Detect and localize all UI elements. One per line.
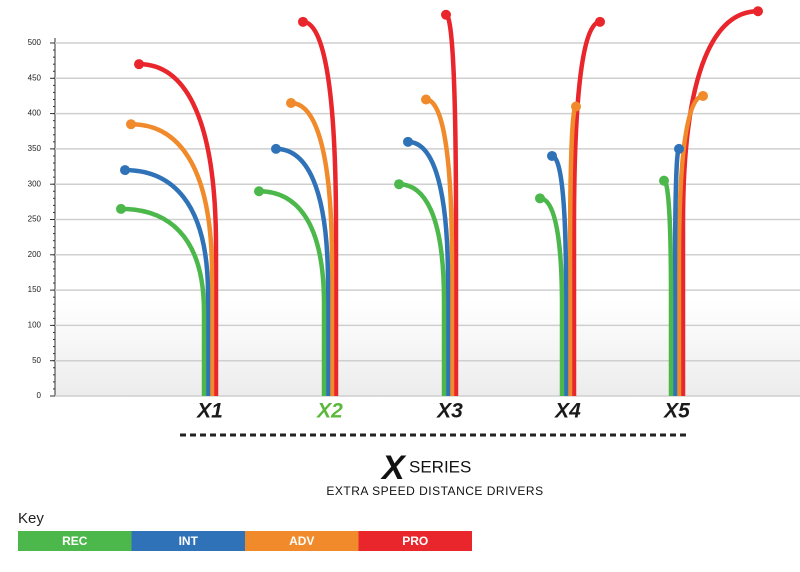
legend-label: REC xyxy=(62,534,88,548)
y-tick-label: 150 xyxy=(28,285,42,294)
end-dot xyxy=(571,101,581,112)
legend-swatch xyxy=(18,531,132,551)
y-tick-label: 400 xyxy=(28,109,42,118)
flight-path xyxy=(398,181,447,396)
end-dot xyxy=(535,193,545,204)
flight-path xyxy=(120,206,207,396)
x-tick-label: X2 xyxy=(316,400,343,423)
flight-path xyxy=(425,97,455,396)
flight-path xyxy=(130,121,215,396)
legend-label: PRO xyxy=(402,534,428,548)
end-dot xyxy=(421,94,431,105)
end-dot xyxy=(286,98,296,109)
x-tick-label: X3 xyxy=(436,400,463,423)
flight-path xyxy=(275,146,331,396)
legend-swatch xyxy=(245,531,359,551)
y-tick-label: 0 xyxy=(37,391,42,400)
flight-path xyxy=(571,19,601,396)
end-dot xyxy=(126,119,136,130)
flight-path xyxy=(680,8,759,396)
legend-swatch xyxy=(131,531,245,551)
flight-path xyxy=(138,61,219,396)
legend-label: ADV xyxy=(289,534,314,548)
x-tick-label: X5 xyxy=(663,400,690,423)
end-dot xyxy=(134,59,144,70)
end-dot xyxy=(547,150,557,161)
legend-label: INT xyxy=(179,534,199,548)
end-dot xyxy=(674,143,684,154)
end-dot xyxy=(659,175,669,186)
end-dot xyxy=(120,165,130,176)
y-tick-label: 450 xyxy=(28,73,42,82)
flight-path xyxy=(676,93,704,396)
end-dot xyxy=(441,9,451,20)
x-tick-label: X1 xyxy=(196,400,223,423)
end-dot xyxy=(698,90,708,101)
end-dot xyxy=(595,16,605,27)
flight-path xyxy=(258,189,327,396)
chart-title: SERIES xyxy=(409,457,471,476)
plot-shade xyxy=(55,300,800,396)
end-dot xyxy=(403,136,413,147)
legend-title: Key xyxy=(18,510,44,527)
y-tick-label: 100 xyxy=(28,321,42,330)
chart-subtitle: EXTRA SPEED DISTANCE DRIVERS xyxy=(326,484,543,498)
flight-path xyxy=(407,139,451,396)
y-tick-label: 500 xyxy=(28,38,42,47)
flight-path xyxy=(124,167,211,396)
y-tick-label: 300 xyxy=(28,179,42,188)
end-dot xyxy=(254,186,264,197)
end-dot xyxy=(116,203,126,214)
flight-path xyxy=(302,19,339,396)
end-dot xyxy=(753,6,763,17)
title-mark: X xyxy=(380,449,407,487)
y-tick-label: 250 xyxy=(28,215,42,224)
y-tick-label: 350 xyxy=(28,144,42,153)
end-dot xyxy=(394,179,404,190)
end-dot xyxy=(298,16,308,27)
y-tick-label: 200 xyxy=(28,250,42,259)
legend-swatch xyxy=(358,531,472,551)
end-dot xyxy=(271,143,281,154)
y-tick-label: 50 xyxy=(32,356,41,365)
x-tick-label: X4 xyxy=(554,400,581,423)
flight-path xyxy=(290,100,335,396)
